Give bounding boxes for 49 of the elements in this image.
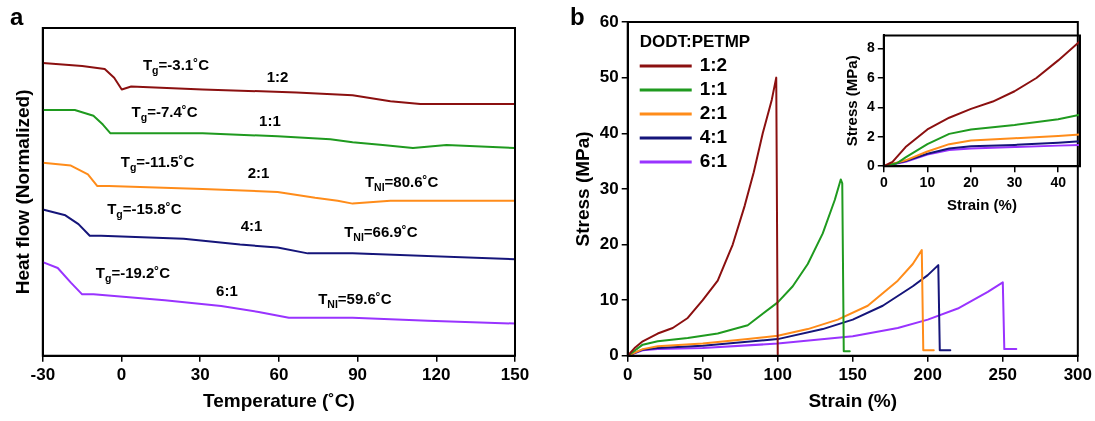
x-tick-label: 0 — [116, 364, 127, 384]
y-tick-label: 50 — [599, 67, 619, 87]
x-axis-title: Strain (%) — [808, 389, 898, 411]
x-tick-label: 120 — [422, 364, 451, 384]
y-tick-label: 0 — [609, 345, 619, 365]
x-axis-title: Temperature (˚C) — [203, 389, 355, 411]
x-tick-label: 20 — [963, 174, 979, 191]
chart-title: a — [10, 2, 24, 30]
chart-title: b — [570, 2, 585, 30]
y-axis-title: Heat flow (Normalized) — [11, 89, 33, 295]
legend-title: DODT:PETMP — [639, 31, 751, 51]
legend-label: 1:1 — [699, 78, 728, 100]
x-tick-label: 90 — [348, 364, 368, 384]
legend-label: 6:1 — [699, 150, 728, 172]
y-tick-label: 60 — [599, 11, 619, 31]
y-tick-label: 4 — [866, 98, 875, 115]
legend-label: 2:1 — [699, 102, 728, 124]
x-tick-label: 0 — [879, 174, 888, 191]
x-tick-label: 0 — [622, 364, 633, 384]
x-tick-label: 30 — [190, 364, 210, 384]
y-tick-label: 8 — [866, 39, 875, 56]
x-tick-label: 40 — [1050, 174, 1067, 191]
y-tick-label: 6 — [866, 68, 875, 85]
legend-label: 4:1 — [699, 126, 728, 148]
x-tick-label: 100 — [763, 364, 792, 384]
y-axis-title: Stress (MPa) — [843, 55, 861, 147]
x-tick-label: 50 — [693, 364, 713, 384]
y-tick-label: 40 — [599, 122, 619, 142]
annotation: 4:1 — [240, 217, 263, 235]
annotation: 1:2 — [266, 67, 289, 85]
y-tick-label: 20 — [599, 234, 619, 254]
x-tick-label: 300 — [1063, 364, 1093, 384]
legend-label: 1:2 — [699, 54, 728, 76]
x-tick-label: 200 — [913, 364, 942, 384]
x-tick-label: 150 — [500, 364, 530, 384]
x-tick-label: 60 — [269, 364, 289, 384]
x-tick-label: -30 — [30, 364, 56, 384]
annotation: 2:1 — [247, 164, 270, 182]
x-tick-label: 250 — [988, 364, 1017, 384]
y-tick-label: 10 — [599, 289, 619, 309]
y-tick-label: 2 — [866, 127, 875, 144]
annotation: 1:1 — [259, 111, 281, 129]
x-axis-title: Strain (%) — [946, 196, 1017, 214]
y-tick-label: 0 — [866, 157, 875, 174]
x-tick-label: 10 — [919, 174, 936, 191]
annotation: 6:1 — [216, 281, 238, 299]
y-axis-title: Stress (MPa) — [571, 131, 593, 247]
x-tick-label: 30 — [1006, 174, 1023, 191]
x-tick-label: 150 — [838, 364, 867, 384]
